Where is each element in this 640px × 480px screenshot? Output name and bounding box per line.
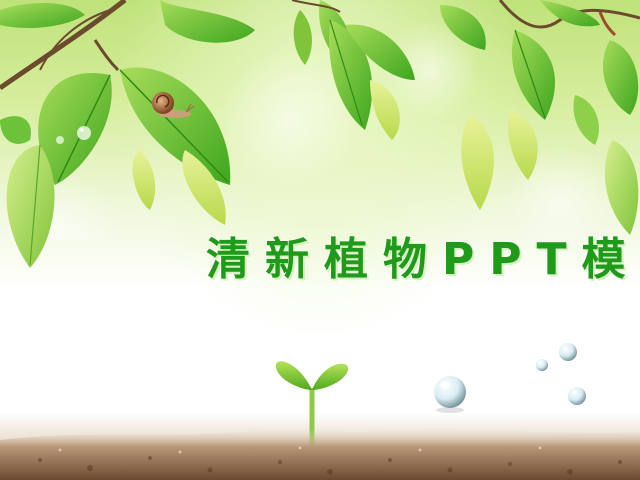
- soil-ground: [0, 429, 640, 480]
- leaf-branch-left: [0, 0, 255, 268]
- leaf-cluster-center: [291, 0, 415, 140]
- water-droplet-icon: [434, 343, 586, 413]
- leaf-canopy: [0, 0, 640, 268]
- slide-title: 清新植物PPT模板: [206, 234, 640, 285]
- snail-icon: [152, 92, 195, 118]
- leaf-branch-right: [440, 0, 640, 235]
